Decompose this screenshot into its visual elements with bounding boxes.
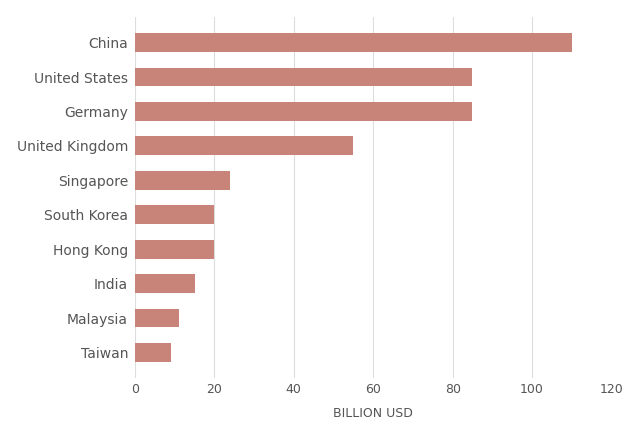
Bar [135, 102, 472, 121]
Bar [135, 343, 171, 362]
X-axis label: BILLION USD: BILLION USD [333, 407, 413, 420]
Bar [135, 239, 214, 259]
Bar [135, 33, 572, 52]
Bar [135, 309, 179, 327]
Bar [135, 171, 230, 190]
Bar [135, 205, 214, 224]
Bar [135, 136, 353, 155]
Bar [135, 274, 195, 293]
Bar [135, 68, 472, 87]
